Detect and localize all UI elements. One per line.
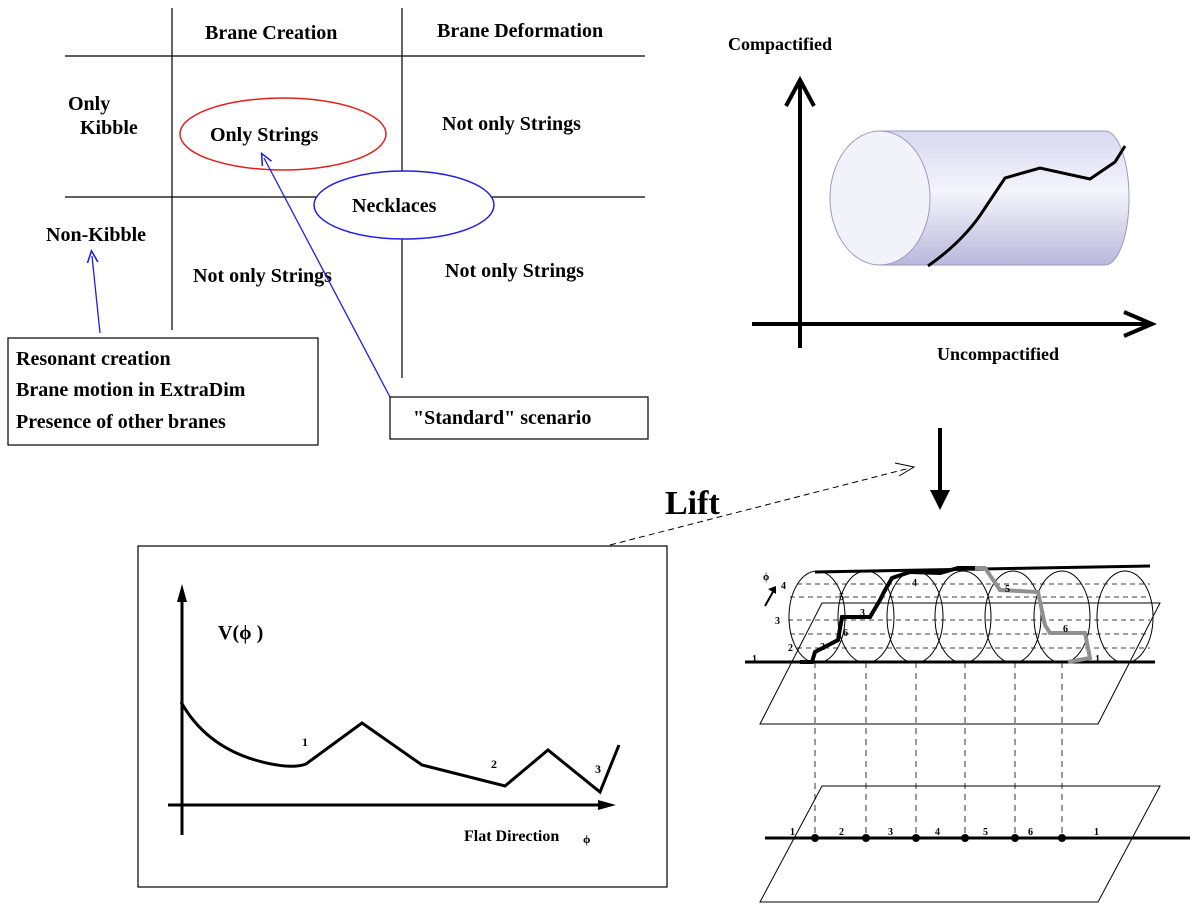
- lift-diagram: ϕ 4 3 2 1 2 3 6 4 5 6 5 1 1 2 3 4 5 6 1: [745, 564, 1190, 903]
- phi-label: ϕ: [763, 572, 769, 583]
- side-number-2: 2: [788, 643, 793, 654]
- down-arrow: [930, 428, 950, 510]
- bottom-number-1a: 1: [790, 827, 795, 838]
- standard-arrow: [264, 158, 391, 398]
- v-axis-arrowhead: [177, 584, 187, 602]
- callout-line-3: Presence of other branes: [16, 411, 226, 433]
- cylinder-rings: [788, 570, 1154, 664]
- compactified-label: Compactified: [728, 34, 832, 54]
- segment-number-2: 2: [820, 642, 825, 653]
- cell-only-strings: Only Strings: [210, 124, 319, 146]
- callout-line-2: Brane motion in ExtraDim: [16, 379, 246, 401]
- cylinder-end-cap: [829, 130, 931, 266]
- flat-direction-label: Flat Direction: [464, 828, 559, 845]
- x-axis-arrowhead: [1123, 310, 1158, 338]
- y-axis-arrowhead: [784, 75, 816, 107]
- standard-callout: "Standard" scenario: [264, 158, 649, 440]
- col-header-brane-deformation: Brane Deformation: [437, 20, 603, 42]
- only-strings-ellipse: [179, 97, 387, 171]
- minimum-1: 1: [302, 735, 308, 749]
- necklaces-label: Necklaces: [352, 195, 437, 217]
- side-number-4: 4: [781, 581, 786, 592]
- segment-number-4: 4: [912, 578, 917, 589]
- phi-arrow: [764, 589, 775, 607]
- lift-arrow: Lift: [609, 462, 916, 546]
- minimum-3: 3: [595, 762, 601, 776]
- side-number-1: 1: [752, 654, 757, 665]
- cylinder-plot: Compactified Uncompactified: [728, 34, 1158, 364]
- potential-frame: [137, 545, 668, 888]
- non-kibble-arrow: [92, 256, 101, 334]
- bottom-number-3: 3: [888, 827, 893, 838]
- non-kibble-callout: Resonant creation Brane motion in ExtraD…: [7, 256, 319, 446]
- row-header-only-kibble: Only Kibble: [68, 93, 138, 139]
- lift-label: Lift: [665, 485, 720, 522]
- lifted-string-black: [800, 566, 975, 664]
- projection-dashes: [814, 662, 1063, 838]
- non-kibble-box: [7, 337, 319, 446]
- cylinder-body: [879, 130, 1130, 266]
- classification-table: Brane Creation Brane Deformation Only Kib…: [46, 8, 645, 378]
- cell-r2c2-not-only-strings: Not only Strings: [445, 260, 584, 282]
- col-header-brane-creation: Brane Creation: [205, 22, 337, 44]
- segment-number-3: 3: [860, 608, 865, 619]
- bottom-number-5: 5: [983, 827, 988, 838]
- projected-dots: [811, 834, 1066, 842]
- row-header-non-kibble: Non-Kibble: [46, 224, 146, 246]
- callout-line-1: Resonant creation: [16, 348, 171, 370]
- bottom-number-6: 6: [1028, 827, 1033, 838]
- side-number-3: 3: [775, 616, 780, 627]
- level-dashes: [788, 583, 1150, 649]
- bottom-number-4: 4: [935, 827, 940, 838]
- standard-scenario-label: "Standard" scenario: [413, 407, 591, 429]
- bottom-number-2: 2: [839, 827, 844, 838]
- bottom-number-1b: 1: [1094, 827, 1099, 838]
- string-path: [927, 145, 1127, 268]
- segment-number-5a: 5: [839, 592, 844, 603]
- cell-r1c2-not-only-strings: Not only Strings: [442, 113, 581, 135]
- cell-r2c1-not-only-strings: Not only Strings: [193, 265, 332, 287]
- segment-number-5b: 5: [1005, 584, 1010, 595]
- uncompactified-label: Uncompactified: [937, 344, 1059, 364]
- segment-number-1: 1: [1095, 654, 1100, 665]
- lower-plane: [759, 785, 1161, 903]
- minimum-2: 2: [491, 757, 497, 771]
- potential-curve: [179, 701, 621, 795]
- segment-number-6b: 6: [1063, 624, 1068, 635]
- segment-number-6a: 6: [843, 628, 848, 639]
- flat-direction-phi: ϕ: [583, 832, 591, 846]
- v-phi-label: V(ϕ ): [218, 622, 263, 644]
- upper-plane: [759, 602, 1161, 725]
- standard-box: [389, 396, 649, 440]
- lifted-string-gray: [975, 566, 1093, 664]
- phi-axis-arrowhead: [598, 800, 616, 810]
- potential-plot: V(ϕ ) Flat Direction ϕ 1 2 3: [137, 545, 668, 888]
- necklaces-ellipse: [313, 170, 495, 240]
